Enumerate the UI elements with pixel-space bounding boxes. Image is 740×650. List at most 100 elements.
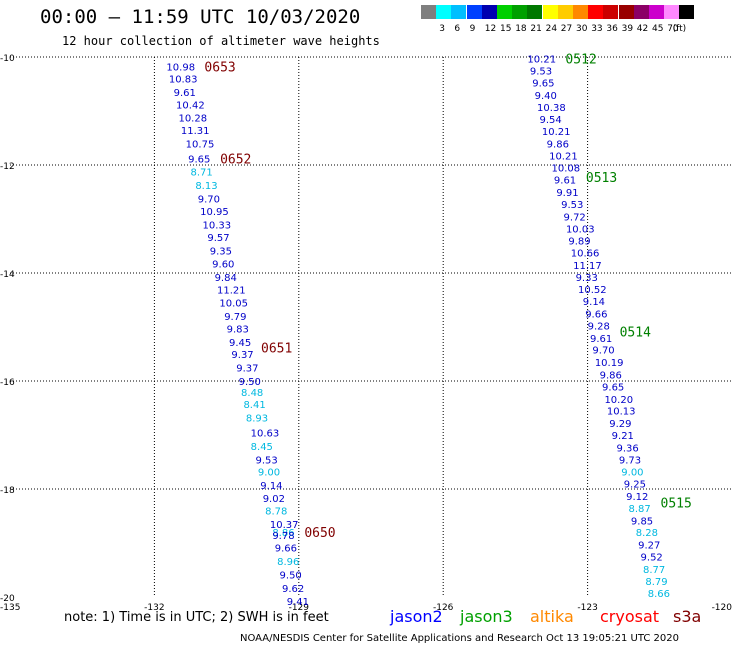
legend-label: 3 <box>439 24 445 34</box>
swh-label: 9.53 <box>561 200 583 211</box>
lat-tick-label: -16 <box>0 378 15 388</box>
legend-label: 45 <box>652 24 664 34</box>
swh-label: 9.14 <box>583 297 605 308</box>
legend-unit: (ft) <box>672 24 687 34</box>
swh-label: 8.48 <box>241 388 263 399</box>
swh-label: 9.27 <box>638 541 660 552</box>
legend-swatch <box>481 5 497 19</box>
swh-label: 8.41 <box>243 400 265 411</box>
swh-label: 9.61 <box>590 334 612 345</box>
legend-label: 6 <box>454 24 461 34</box>
swh-label: 10.03 <box>566 225 595 236</box>
swh-label: 10.20 <box>604 395 633 406</box>
legend-label: 24 <box>545 24 558 34</box>
swh-label: 9.00 <box>621 468 643 479</box>
legend-swatch <box>421 5 436 19</box>
swh-label: 10.21 <box>527 55 556 66</box>
pass-time-label: 0651 <box>261 342 292 357</box>
mission-label-jason2: jason2 <box>390 607 443 626</box>
swh-label: 8.79 <box>645 577 667 588</box>
pass-time-label: 0653 <box>204 61 235 76</box>
legend-swatch <box>557 5 573 19</box>
swh-label: 9.50 <box>239 377 261 388</box>
legend-swatch <box>603 5 619 19</box>
lon-tick-label: -129 <box>289 603 310 613</box>
swh-label: 9.65 <box>602 382 624 393</box>
swh-label: 9.33 <box>576 273 598 284</box>
pass-time-label: 0652 <box>220 153 251 168</box>
legend-label: 21 <box>530 24 542 34</box>
swh-label: 9.73 <box>619 455 641 466</box>
swh-label: 11.21 <box>217 286 246 297</box>
pass-time-label: 0515 <box>661 497 692 512</box>
swh-label: 10.95 <box>200 207 229 218</box>
swh-label: 9.50 <box>280 570 302 581</box>
lat-tick-label: -20 <box>0 594 15 604</box>
swh-label: 9.86 <box>547 139 569 150</box>
legend-label: 15 <box>500 24 512 34</box>
legend-swatch <box>512 5 528 19</box>
swh-label: 10.52 <box>578 285 607 296</box>
swh-label: 9.60 <box>212 259 234 270</box>
swh-label: 8.77 <box>643 565 665 576</box>
swh-label: 9.65 <box>188 155 210 166</box>
legend-label: 36 <box>606 24 618 34</box>
footer-note: note: 1) Time is in UTC; 2) SWH is in fe… <box>64 610 329 625</box>
mission-label-cryosat: cryosat <box>600 607 660 626</box>
swh-label: 10.75 <box>186 139 215 150</box>
legend-swatch <box>679 5 695 19</box>
pass-time-label: 0514 <box>620 325 651 340</box>
swh-label: 9.89 <box>568 237 590 248</box>
swh-label: 10.98 <box>166 63 195 74</box>
swh-label: 9.57 <box>207 233 229 244</box>
swh-label: 9.12 <box>626 492 648 503</box>
swh-label: 9.66 <box>275 543 297 554</box>
legend-label: 42 <box>636 24 649 34</box>
swh-label: 11.31 <box>181 126 210 137</box>
mission-label-s3a: s3a <box>673 607 702 626</box>
lon-tick-label: -123 <box>577 603 597 613</box>
swh-label: 9.02 <box>263 494 285 505</box>
legend-label: 18 <box>515 24 527 34</box>
swh-label: 9.14 <box>260 481 282 492</box>
swh-label: 9.62 <box>282 584 304 595</box>
swh-label: 8.28 <box>636 528 658 539</box>
legend-label: 27 <box>560 24 573 34</box>
swh-label: 8.71 <box>191 167 213 178</box>
swh-label: 10.28 <box>178 113 207 124</box>
swh-label: 9.79 <box>224 312 246 323</box>
swh-label: 11.17 <box>573 261 602 272</box>
swh-label: 10.63 <box>251 428 280 439</box>
legend-swatch <box>573 5 588 19</box>
swh-label: 9.37 <box>236 364 258 375</box>
lon-tick-label: -126 <box>433 603 454 613</box>
legend-swatch <box>649 5 664 19</box>
lat-tick-label: -12 <box>0 162 15 172</box>
legend-label: 30 <box>576 24 588 34</box>
legend-swatch <box>451 5 467 19</box>
lon-tick-label: -120 <box>712 603 733 613</box>
swh-label: 9.40 <box>535 91 557 102</box>
legend-swatch <box>618 5 634 19</box>
pass-time-label: 0513 <box>586 171 617 186</box>
swh-label: 9.70 <box>592 346 614 357</box>
swh-label: 9.45 <box>229 338 251 349</box>
swh-label: 9.61 <box>554 176 576 187</box>
legend-swatch <box>633 5 649 19</box>
swh-label: 9.70 <box>198 194 220 205</box>
legend-swatch <box>436 5 452 19</box>
swh-label: 9.37 <box>231 350 253 361</box>
legend-swatch <box>664 5 680 19</box>
swh-label: 9.65 <box>532 78 554 89</box>
swh-label: 9.83 <box>227 325 249 336</box>
swh-label: 9.86 <box>600 371 622 382</box>
swh-label: 9.21 <box>612 431 634 442</box>
swh-label: 9.54 <box>539 115 561 126</box>
legend-swatch <box>497 5 512 19</box>
swh-label: 8.96 <box>277 557 299 568</box>
swh-label: 8.78 <box>265 507 287 518</box>
lat-tick-label: -18 <box>0 486 15 496</box>
swh-label: 9.72 <box>564 212 586 223</box>
lon-tick-label: -135 <box>0 603 20 613</box>
legend-swatch <box>527 5 543 19</box>
